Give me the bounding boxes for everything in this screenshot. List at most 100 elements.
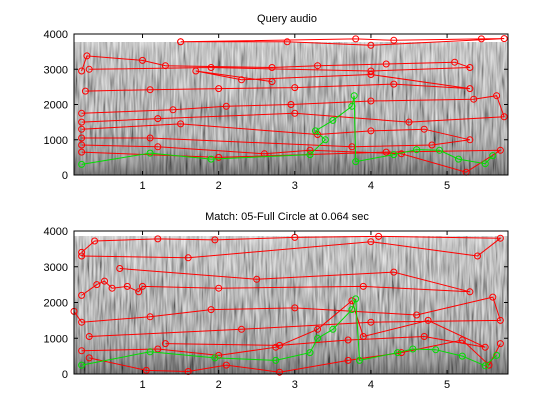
data-point xyxy=(413,311,421,319)
data-point xyxy=(352,35,360,43)
data-point xyxy=(78,291,86,299)
data-point xyxy=(83,52,91,60)
series-line xyxy=(81,298,497,367)
data-point xyxy=(496,234,504,242)
data-point xyxy=(321,136,329,144)
data-point xyxy=(146,149,154,157)
series-line xyxy=(81,299,486,356)
y-tick-label: 1000 xyxy=(44,135,68,147)
data-point xyxy=(146,86,154,94)
data-point xyxy=(146,313,154,321)
data-point xyxy=(306,146,314,154)
data-point xyxy=(154,143,162,151)
data-point xyxy=(272,356,280,364)
data-point xyxy=(390,151,398,159)
data-point xyxy=(78,141,86,149)
data-point xyxy=(238,325,245,333)
y-tick-label: 4000 xyxy=(44,226,68,238)
data-point xyxy=(154,235,162,243)
data-point xyxy=(215,153,223,161)
series-line xyxy=(81,95,494,165)
data-point xyxy=(291,109,299,117)
series-line xyxy=(85,70,470,92)
data-point xyxy=(78,125,86,133)
data-point xyxy=(470,95,478,103)
data-point xyxy=(81,87,89,95)
data-point xyxy=(413,146,421,154)
data-point xyxy=(344,356,352,364)
data-point xyxy=(500,35,508,43)
data-point xyxy=(291,84,299,92)
data-point xyxy=(352,295,360,303)
x-tick-label: 2 xyxy=(216,379,222,391)
data-point xyxy=(314,334,322,342)
match-spectrogram xyxy=(74,231,508,374)
data-point xyxy=(146,134,154,142)
data-point xyxy=(382,148,390,156)
data-point xyxy=(169,106,177,114)
data-point xyxy=(78,148,86,156)
data-point xyxy=(177,120,185,128)
data-point xyxy=(192,67,200,75)
data-point xyxy=(238,76,245,84)
data-point xyxy=(350,92,358,100)
data-point xyxy=(367,238,375,246)
data-point xyxy=(78,248,86,256)
data-point xyxy=(314,325,322,333)
data-point xyxy=(222,102,230,110)
data-point xyxy=(314,62,322,70)
data-point xyxy=(207,155,215,163)
x-tick-label: 5 xyxy=(444,180,450,192)
match-title: Match: 05-Full Circle at 0.064 sec xyxy=(205,211,369,223)
data-point xyxy=(458,336,466,344)
data-point xyxy=(481,343,489,351)
x-tick-label: 3 xyxy=(292,379,298,391)
data-point xyxy=(466,136,474,144)
data-point xyxy=(432,346,440,354)
data-point xyxy=(466,288,474,296)
data-point xyxy=(78,318,86,326)
data-point xyxy=(481,362,489,370)
data-point xyxy=(348,306,356,314)
y-tick-label: 3000 xyxy=(44,262,68,274)
data-point xyxy=(489,152,497,160)
data-point xyxy=(91,237,99,245)
data-point xyxy=(466,85,474,93)
data-point xyxy=(139,282,146,290)
data-point xyxy=(451,58,459,66)
data-point xyxy=(493,92,501,100)
data-point xyxy=(424,316,432,324)
series-line xyxy=(180,38,505,46)
data-point xyxy=(356,356,363,364)
data-point xyxy=(161,340,169,348)
data-point xyxy=(78,134,86,142)
data-point xyxy=(477,35,485,43)
data-point xyxy=(276,368,284,376)
data-point xyxy=(215,284,223,292)
data-point xyxy=(135,288,143,296)
data-point xyxy=(496,340,504,348)
data-point xyxy=(268,78,276,86)
data-point xyxy=(268,64,276,71)
match-plot-area xyxy=(70,232,504,376)
data-point xyxy=(436,146,443,154)
data-point xyxy=(348,102,356,110)
x-tick-label: 3 xyxy=(292,180,298,192)
x-tick-label: 4 xyxy=(368,379,374,391)
data-point xyxy=(78,361,86,369)
data-point xyxy=(272,343,280,351)
data-point xyxy=(359,282,367,290)
data-point xyxy=(108,284,116,292)
series-line xyxy=(81,55,471,72)
data-point xyxy=(85,65,93,73)
data-point xyxy=(253,275,261,283)
data-point xyxy=(329,116,337,124)
data-point xyxy=(409,345,417,353)
data-point xyxy=(291,304,299,312)
query-audio-ticks: 1 2 3 4 5 0 1000 2000 3000 4000 xyxy=(44,29,508,192)
query-audio-title: Query audio xyxy=(257,13,317,25)
x-tick-label: 1 xyxy=(139,180,145,192)
data-point xyxy=(222,361,230,369)
series-line xyxy=(73,296,502,337)
